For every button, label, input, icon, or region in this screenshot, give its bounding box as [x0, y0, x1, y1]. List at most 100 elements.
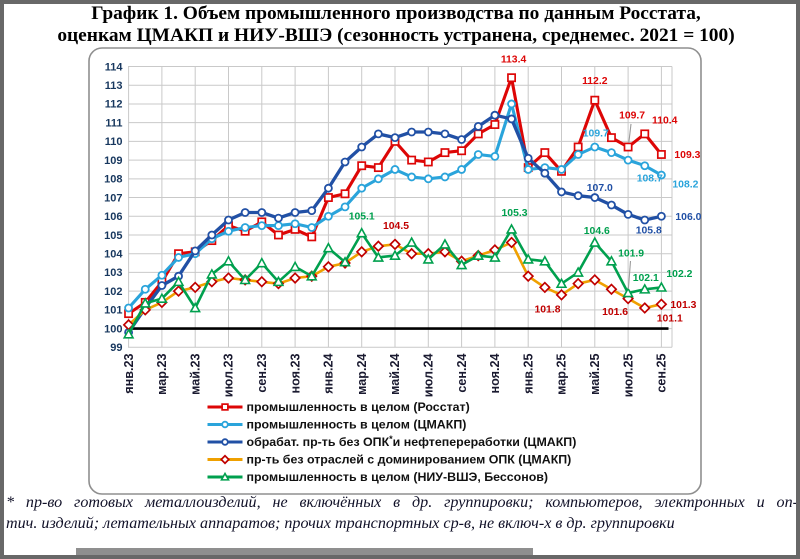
point-label-industry-total-rosstat: 110.4 [652, 115, 678, 126]
marker-circle [373, 174, 383, 184]
point-label-industry-total-cmasf: 108.2 [672, 180, 698, 191]
y-axis-label: 113 [105, 80, 123, 92]
marker-triangle [305, 270, 318, 281]
y-axis-label: 100 [104, 323, 122, 335]
y-axis-label: 103 [104, 267, 122, 279]
marker-circle [473, 122, 483, 131]
marker-circle [240, 208, 250, 217]
marker-circle [373, 129, 383, 139]
point-label-industry-total-cmasf: 108.7 [637, 173, 663, 184]
marker-triangle [189, 301, 201, 313]
marker-diamond [522, 270, 535, 283]
y-axis-label: 99 [110, 342, 122, 354]
y-axis-label: 105 [104, 230, 122, 242]
marker-triangle [222, 255, 235, 266]
legend-item-label-industry-total-cmasf: промышленность в целом (ЦМАКП) [247, 418, 467, 432]
marker-circle [557, 187, 566, 197]
marker-circle [323, 211, 333, 221]
marker-circle [323, 183, 333, 193]
marker-diamond [355, 245, 368, 258]
x-axis-label: мар.25 [555, 354, 569, 395]
marker-square [490, 120, 500, 129]
y-axis-label: 102 [104, 286, 122, 298]
marker-circle [224, 226, 233, 236]
x-axis-label: май.25 [588, 354, 602, 395]
x-axis-label: ноя.24 [488, 353, 502, 393]
marker-triangle [389, 249, 401, 260]
marker-circle [240, 223, 250, 232]
point-label-industry-ex-opk-dominated-cmasf: 101.6 [602, 307, 628, 318]
label-leader [628, 123, 632, 144]
legend-item-label-industry-total-hse-bessonov: промышленность в целом (НИУ-ВШЭ, Бессоно… [247, 470, 549, 484]
legend-item-label-industry-total-rosstat: промышленность в целом (Росстат) [247, 400, 470, 414]
marker-diamond [555, 288, 568, 301]
chart-title-line2: оценкам ЦМАКП и НИУ-ВШЭ (сезонность устр… [57, 25, 735, 46]
label-leader [627, 260, 632, 290]
marker-circle [357, 142, 367, 152]
y-axis-label: 109 [104, 155, 122, 167]
marker-circle [607, 148, 616, 158]
marker-circle [407, 172, 417, 182]
marker-triangle [589, 236, 601, 247]
y-axis-label: 108 [104, 174, 122, 186]
y-axis-label: 111 [105, 117, 122, 129]
marker-triangle [355, 227, 368, 238]
point-label-industry-total-hse-bessonov: 104.6 [584, 226, 610, 237]
marker-circle [457, 135, 467, 144]
marker-square [640, 129, 650, 139]
point-label-manufacturing-ex-opk-oil-cmasf: 107.0 [587, 183, 613, 194]
marker-circle [440, 129, 450, 139]
marker-triangle [439, 238, 451, 249]
marker-circle [157, 281, 167, 290]
marker-triangle [489, 251, 501, 262]
marker-circle [490, 110, 500, 120]
marker-circle [357, 183, 367, 193]
marker-triangle [405, 236, 418, 247]
point-label-industry-total-hse-bessonov: 102.2 [666, 269, 692, 280]
marker-circle [523, 153, 533, 163]
legend-item-label-industry-ex-opk-dominated-cmasf: пр-ть без отраслей с доминированием ОПК … [247, 453, 572, 467]
marker-circle [221, 438, 229, 446]
marker-diamond [505, 236, 518, 249]
marker-circle [140, 284, 150, 294]
marker-triangle [239, 273, 251, 285]
point-label-industry-total-hse-bessonov: 105.3 [502, 208, 528, 219]
point-label-manufacturing-ex-opk-oil-cmasf: 106.0 [675, 212, 701, 223]
marker-circle [257, 208, 267, 217]
marker-triangle [539, 255, 551, 266]
marker-square [457, 146, 467, 156]
marker-circle [157, 270, 167, 280]
marker-triangle [622, 286, 634, 298]
marker-square [623, 142, 633, 152]
point-label-industry-total-hse-bessonov: 102.1 [633, 273, 659, 284]
marker-circle [640, 215, 650, 225]
y-axis-label: 101 [104, 305, 122, 317]
marker-square [340, 189, 350, 199]
marker-circle [190, 246, 200, 256]
y-axis-label: 110 [105, 136, 123, 148]
y-axis-label: 112 [105, 99, 123, 111]
marker-circle [573, 191, 583, 201]
marker-square [423, 157, 433, 167]
marker-square [357, 161, 367, 171]
marker-diamond [405, 247, 418, 260]
point-label-industry-ex-opk-dominated-cmasf: 101.8 [534, 304, 560, 315]
marker-triangle [339, 256, 351, 267]
marker-circle [407, 127, 417, 137]
point-label-industry-total-rosstat: 109.3 [674, 150, 700, 161]
marker-square [221, 403, 229, 411]
marker-circle [507, 99, 516, 109]
marker-square [373, 163, 383, 173]
x-axis-label: июл.25 [621, 354, 635, 398]
marker-triangle [572, 266, 584, 277]
marker-triangle [172, 275, 185, 287]
marker-triangle [156, 292, 168, 304]
marker-circle [573, 150, 583, 159]
y-axis-label: 106 [104, 211, 122, 223]
marker-diamond [220, 454, 230, 465]
marker-circle [274, 213, 283, 223]
marker-square [473, 129, 483, 139]
chart-footnote: * пр-во готовых металлоизделий, не включ… [6, 493, 796, 535]
marker-diamond [389, 238, 401, 251]
